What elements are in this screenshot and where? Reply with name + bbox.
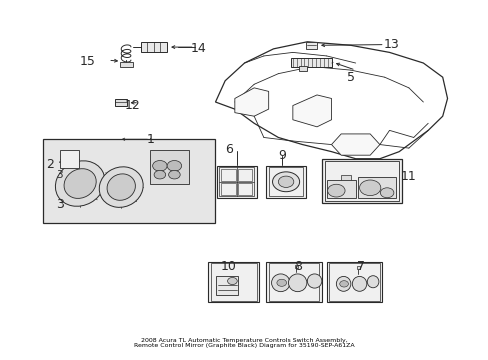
Polygon shape xyxy=(292,95,331,127)
Circle shape xyxy=(339,281,348,287)
Text: 14: 14 xyxy=(190,42,206,55)
Text: 12: 12 xyxy=(124,99,140,112)
Bar xyxy=(341,175,350,180)
Circle shape xyxy=(167,161,181,171)
Text: 10: 10 xyxy=(221,260,237,273)
Ellipse shape xyxy=(271,274,289,292)
Bar xyxy=(140,42,167,52)
Text: 5: 5 xyxy=(346,71,354,84)
Bar xyxy=(219,167,254,196)
Bar xyxy=(290,58,331,67)
Bar xyxy=(298,66,307,71)
Ellipse shape xyxy=(351,276,366,291)
Circle shape xyxy=(154,170,165,179)
Text: 11: 11 xyxy=(400,170,416,183)
Circle shape xyxy=(359,180,380,195)
Bar xyxy=(294,265,298,268)
Bar xyxy=(265,166,305,198)
Bar xyxy=(221,183,235,195)
Circle shape xyxy=(168,170,180,179)
Bar xyxy=(265,261,321,302)
Circle shape xyxy=(227,278,237,284)
Text: 1: 1 xyxy=(146,133,154,146)
Ellipse shape xyxy=(107,174,135,200)
Bar xyxy=(216,276,238,295)
Bar xyxy=(115,99,126,105)
Ellipse shape xyxy=(307,274,321,288)
Text: 2: 2 xyxy=(46,158,54,171)
Bar xyxy=(150,150,188,184)
Bar xyxy=(237,183,252,195)
Bar xyxy=(321,159,401,203)
Bar xyxy=(120,62,133,67)
Bar xyxy=(324,161,398,201)
Circle shape xyxy=(276,279,286,286)
Bar xyxy=(43,139,214,222)
Bar xyxy=(208,261,259,302)
Text: 6: 6 xyxy=(224,143,232,156)
Bar xyxy=(221,168,235,181)
Ellipse shape xyxy=(336,276,350,291)
Text: 3: 3 xyxy=(57,170,63,180)
Text: 15: 15 xyxy=(79,55,95,68)
Ellipse shape xyxy=(288,274,306,292)
Text: 8: 8 xyxy=(293,260,301,273)
Polygon shape xyxy=(234,88,268,116)
Bar xyxy=(268,167,303,196)
Bar xyxy=(217,166,256,198)
Circle shape xyxy=(152,161,167,171)
Circle shape xyxy=(272,172,299,192)
Ellipse shape xyxy=(366,276,378,288)
Bar xyxy=(60,150,79,168)
Bar xyxy=(326,180,355,198)
Circle shape xyxy=(278,176,293,188)
Bar xyxy=(328,263,379,301)
Ellipse shape xyxy=(55,161,104,206)
Circle shape xyxy=(327,184,345,197)
Bar xyxy=(306,42,316,49)
Text: 4: 4 xyxy=(110,188,118,201)
Bar xyxy=(326,261,382,302)
Text: 2008 Acura TL Automatic Temperature Controls Switch Assembly,
Remote Control Mir: 2008 Acura TL Automatic Temperature Cont… xyxy=(134,338,354,348)
Polygon shape xyxy=(215,42,447,159)
Bar xyxy=(357,177,395,198)
Text: 13: 13 xyxy=(383,38,399,51)
Polygon shape xyxy=(331,134,379,155)
Text: 3: 3 xyxy=(56,198,63,211)
Circle shape xyxy=(380,188,393,198)
Bar xyxy=(237,168,252,181)
Bar xyxy=(268,263,319,301)
Text: 9: 9 xyxy=(278,149,285,162)
Text: 7: 7 xyxy=(357,260,365,273)
Bar xyxy=(210,263,256,301)
Bar xyxy=(356,266,359,269)
Ellipse shape xyxy=(99,167,143,207)
Ellipse shape xyxy=(64,169,96,198)
